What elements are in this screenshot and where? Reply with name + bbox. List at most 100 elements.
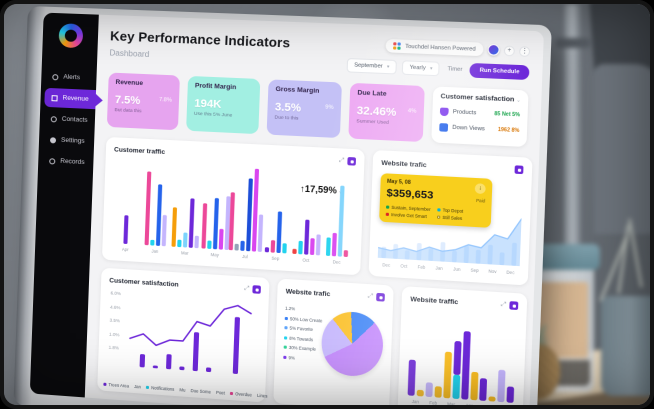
x-axis-label: Jan [151, 248, 159, 254]
sidebar-item-label: Alerts [63, 74, 80, 82]
tooltip-tag: Paid [476, 198, 485, 204]
expand-icon[interactable]: ⤢ [244, 285, 249, 292]
bar [233, 317, 240, 374]
settings-icon [50, 137, 56, 143]
bar [206, 367, 211, 372]
kpi-card-profit-margin: Profit Margin 194K Use this 5% June [186, 76, 260, 134]
plant-pot [601, 296, 650, 396]
bar [207, 241, 211, 249]
legend-item: Lines [257, 393, 268, 399]
expand-icon[interactable]: ⤢ [339, 157, 344, 164]
legend-item: Overdue [230, 391, 252, 398]
bar [479, 378, 487, 401]
x-axis-label: Sep [471, 267, 480, 273]
x-axis-label: Jan [412, 399, 420, 405]
records-icon [49, 158, 55, 164]
bar [470, 372, 478, 401]
tooltip-value: $359,653 [386, 187, 485, 205]
sat-row-label: Products [453, 109, 490, 117]
user-pill[interactable]: Touchdel Hansen Powered [386, 39, 484, 56]
chart-title: Website trafic [381, 159, 427, 169]
bar [488, 396, 495, 401]
legend-item: Top Depot [437, 207, 485, 215]
legend-item: 30% Example [284, 344, 322, 352]
y-tick: 3.5% [106, 317, 120, 323]
legend-item: 50% Low Create [285, 315, 323, 323]
kpi-subtitle: Use this 5% June [194, 112, 252, 120]
website-traffic-pie-chart [320, 310, 384, 378]
widget-icon[interactable] [514, 165, 523, 174]
legend-item: 9% [283, 354, 321, 362]
bar [282, 243, 287, 253]
kpi-subtitle: Summer Used [356, 119, 416, 127]
x-axis-label: Jul [242, 254, 248, 259]
sidebar-item-records[interactable]: Records [42, 151, 90, 172]
breadcrumb: Dashboard [109, 48, 289, 65]
bar [276, 211, 282, 253]
kpi-delta: 4% [408, 108, 417, 115]
header: Key Performance Indicators Dashboard [109, 28, 530, 80]
sidebar-item-revenue[interactable]: Revenue [44, 88, 96, 109]
x-axis-label: Oct [302, 257, 310, 263]
bar [271, 240, 276, 253]
bar [145, 171, 152, 245]
chair-back [594, 64, 650, 234]
bar [193, 332, 200, 371]
menu-button[interactable]: ⋮ [519, 46, 530, 57]
bar [179, 366, 184, 370]
widget-icon[interactable] [509, 301, 518, 310]
bar-stack [453, 341, 461, 375]
sidebar-item-contacts[interactable]: Contacts [43, 109, 91, 130]
bar [166, 354, 172, 369]
bar [194, 236, 199, 249]
filter-dropdown-1[interactable]: Yearly ▾ [402, 60, 440, 76]
bar [332, 233, 337, 257]
legend-item: Notifications [146, 385, 175, 392]
sat-row: Down Views 1962 8% [439, 123, 519, 135]
legend-item: Poet [216, 390, 225, 396]
revenue-icon [51, 95, 57, 101]
expand-icon[interactable]: ⤢ [368, 293, 373, 301]
bar [246, 178, 253, 251]
avatar[interactable] [487, 44, 499, 56]
bar [201, 203, 207, 248]
widget-icon[interactable] [347, 157, 356, 166]
run-schedule-button[interactable]: Run Schedule [470, 63, 530, 80]
legend-item: 1.2% [285, 306, 323, 314]
timer-label: Timer [445, 66, 464, 73]
kpi-card-due-late: Due Late 4% 32.46% Summer Used [348, 83, 425, 142]
bar [177, 240, 181, 248]
x-axis-label: Oct [400, 263, 408, 269]
tooltip-legend: Sustain, September Top Depot Involve Get S… [386, 204, 485, 222]
sat-rows: Products 85 Net 5% Down Views 1962 8% [439, 108, 520, 136]
y-tick: 1.0% [105, 331, 119, 337]
legend-item: Sustain, September [386, 204, 433, 212]
line-chart-legend: Trees Area Jan Notifications Mu Due Some Poet… [103, 382, 261, 398]
filter-dropdown-0[interactable]: September ▾ [346, 58, 397, 75]
website-traffic-bar-chart: JanFebMarAprMayJun [406, 313, 517, 405]
bar [316, 234, 321, 255]
add-button[interactable]: + [504, 45, 515, 56]
bar [258, 215, 264, 252]
kpi-title: Profit Margin [195, 82, 253, 92]
widget-icon[interactable] [376, 293, 385, 302]
sidebar-item-label: Contacts [62, 116, 88, 124]
chevron-down-icon[interactable]: ⌄ [516, 97, 520, 103]
x-axis-label: May [211, 252, 220, 258]
sidebar-item-alerts[interactable]: Alerts [45, 67, 93, 88]
bar [265, 247, 269, 252]
sidebar-item-settings[interactable]: Settings [43, 130, 91, 151]
filter-row: September ▾ Yearly ▾ Timer Run Schedule [346, 58, 529, 80]
chevron-down-icon: ▾ [430, 66, 433, 72]
expand-icon[interactable]: ⤢ [501, 301, 507, 309]
bar [506, 386, 514, 403]
x-axis-label: Mar [447, 401, 456, 405]
dashboard-screen: Alerts Revenue Contacts Settings Records Key… [30, 13, 544, 405]
main-content: Key Performance Indicators Dashboard [85, 15, 544, 405]
customer-traffic-chart: Apr Jan Mar May Jul Sep Oct Dec [110, 158, 355, 270]
header-right: Touchdel Hansen Powered + ⋮ September ▾ Ye… [346, 37, 530, 80]
bar [171, 207, 177, 247]
bar [452, 375, 460, 399]
widget-icon[interactable] [252, 285, 261, 294]
user-area: Touchdel Hansen Powered + ⋮ [386, 39, 531, 58]
